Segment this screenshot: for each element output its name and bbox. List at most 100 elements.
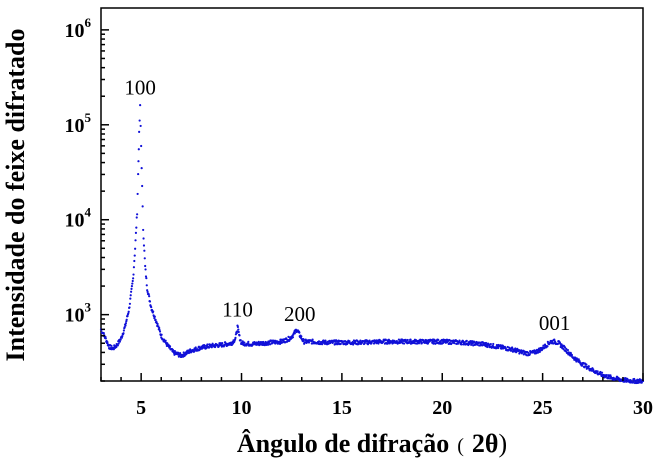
data-point xyxy=(205,347,208,350)
data-point xyxy=(528,353,531,356)
data-point xyxy=(527,351,530,354)
data-point xyxy=(158,326,161,330)
peak-label: 200 xyxy=(284,302,316,326)
data-point xyxy=(140,144,143,148)
y-tick-label: 103 xyxy=(65,300,92,327)
data-point xyxy=(409,338,412,341)
data-point xyxy=(125,318,128,321)
data-point xyxy=(575,360,578,363)
data-point xyxy=(404,338,407,341)
data-point xyxy=(406,338,409,342)
data-point xyxy=(237,330,240,334)
data-point xyxy=(137,172,140,176)
data-point xyxy=(285,338,288,341)
data-point xyxy=(456,342,460,345)
peak-label: 100 xyxy=(124,75,156,99)
data-point xyxy=(458,339,461,342)
data-point xyxy=(419,338,422,342)
x-tick-label: 30 xyxy=(633,397,653,419)
peak-label: 110 xyxy=(222,297,253,321)
data-point xyxy=(137,160,140,163)
data-point xyxy=(339,342,342,346)
data-point xyxy=(127,310,130,313)
y-axis-ticks: 103 104 105 106 xyxy=(65,15,109,382)
data-point xyxy=(465,339,468,342)
data-point xyxy=(141,184,144,188)
data-point xyxy=(148,295,151,298)
data-point xyxy=(119,338,122,341)
data-point xyxy=(564,346,567,349)
data-point xyxy=(633,377,636,381)
plot-area xyxy=(99,7,645,385)
data-point xyxy=(504,347,507,350)
data-point xyxy=(293,332,296,335)
data-point xyxy=(546,345,549,348)
data-point xyxy=(136,192,139,196)
data-point xyxy=(121,335,124,338)
data-point xyxy=(144,268,147,271)
data-point xyxy=(150,308,154,312)
data-point xyxy=(236,325,240,329)
data-point xyxy=(110,344,113,347)
data-point xyxy=(139,124,142,128)
x-tick-label: 10 xyxy=(232,397,252,419)
data-point xyxy=(605,373,608,377)
data-point xyxy=(400,340,403,343)
data-point xyxy=(596,370,599,373)
data-point xyxy=(134,231,138,234)
data-point xyxy=(102,332,105,335)
data-point xyxy=(265,343,268,346)
data-point xyxy=(274,342,277,345)
data-point xyxy=(492,342,495,346)
data-point xyxy=(139,104,142,107)
data-point xyxy=(145,284,148,287)
data-point xyxy=(397,338,400,341)
plot-frame xyxy=(100,7,644,382)
x-axis-title: Ângulo de difração(2θ) xyxy=(237,429,507,458)
y-tick-label: 105 xyxy=(65,110,92,137)
data-point xyxy=(321,343,324,346)
data-point xyxy=(116,344,119,347)
data-point xyxy=(565,347,568,351)
data-point xyxy=(600,371,604,374)
data-point xyxy=(234,336,237,339)
data-point xyxy=(585,363,588,366)
data-point xyxy=(486,345,489,348)
data-point xyxy=(122,329,125,332)
data-point xyxy=(566,348,570,352)
data-point xyxy=(133,254,136,257)
data-point xyxy=(484,341,488,345)
data-point xyxy=(282,338,286,341)
data-point xyxy=(152,310,155,313)
x-axis-ticks: 5 10 15 20 25 30 xyxy=(100,373,653,419)
data-point xyxy=(104,337,107,340)
data-point xyxy=(287,335,290,338)
data-point xyxy=(637,381,640,384)
data-point xyxy=(138,119,141,122)
data-point xyxy=(130,285,134,288)
data-point xyxy=(207,346,211,349)
data-point xyxy=(556,342,559,345)
data-point xyxy=(514,347,517,350)
data-point xyxy=(141,205,144,208)
data-point xyxy=(133,259,136,263)
data-point xyxy=(247,340,250,343)
data-point xyxy=(356,339,359,343)
data-point xyxy=(243,341,246,344)
data-point xyxy=(158,330,162,333)
data-point xyxy=(182,351,185,354)
data-point xyxy=(631,381,635,384)
data-point xyxy=(587,365,590,368)
data-point xyxy=(146,289,149,292)
data-point xyxy=(420,342,423,345)
data-point xyxy=(131,279,134,283)
data-point xyxy=(449,339,452,342)
data-point xyxy=(135,226,138,229)
data-point xyxy=(626,377,629,380)
data-point xyxy=(263,344,266,347)
data-point xyxy=(132,266,136,269)
data-point xyxy=(131,282,134,285)
y-tick-label: 106 xyxy=(65,15,92,42)
data-point xyxy=(147,293,150,296)
data-point xyxy=(221,342,224,345)
